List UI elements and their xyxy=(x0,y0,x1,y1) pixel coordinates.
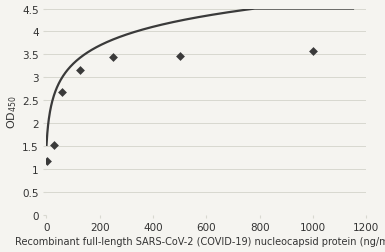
Point xyxy=(110,55,116,59)
Y-axis label: OD$_{450}$: OD$_{450}$ xyxy=(5,95,19,129)
X-axis label: Recombinant full-length SARS-CoV-2 (COVID-19) nucleocapsid protein (ng/mL): Recombinant full-length SARS-CoV-2 (COVI… xyxy=(15,237,385,246)
Point xyxy=(310,49,316,53)
Point xyxy=(59,90,65,94)
Point xyxy=(51,143,57,147)
Point xyxy=(177,54,183,58)
Point xyxy=(77,69,83,73)
Point xyxy=(44,160,50,164)
